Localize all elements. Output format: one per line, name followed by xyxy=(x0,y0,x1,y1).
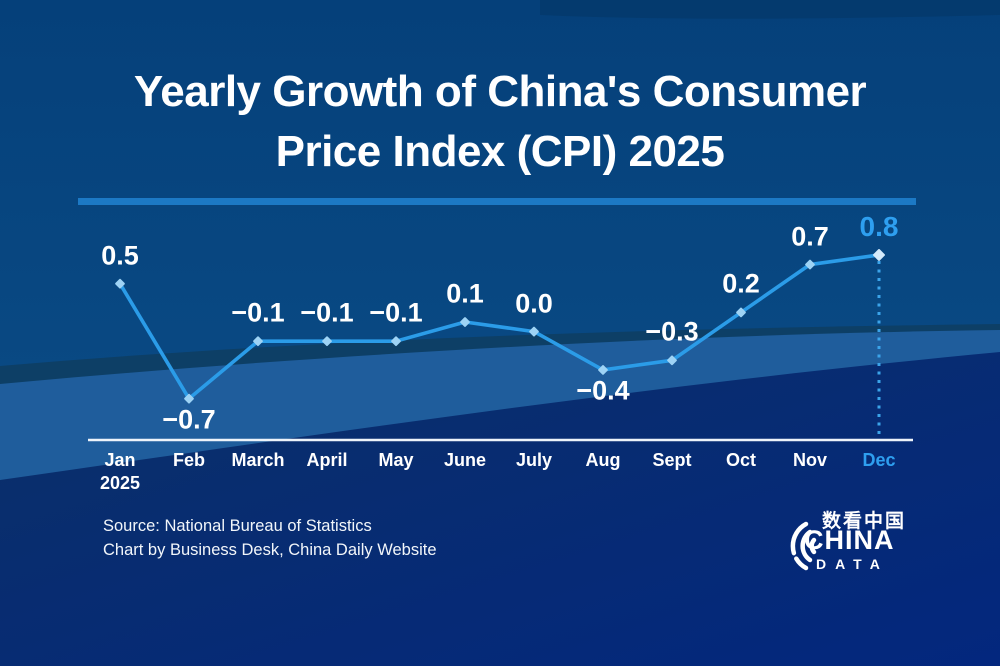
data-point-marker-may xyxy=(391,336,401,347)
page-title: Yearly Growth of China's Consumer Price … xyxy=(0,62,1000,182)
x-tick-label-sept: Sept xyxy=(652,450,692,470)
x-tick-label-may: May xyxy=(378,450,414,470)
data-point-marker-aug xyxy=(598,365,608,375)
logo-signal-arcs-icon xyxy=(790,521,817,571)
data-label-may: −0.1 xyxy=(369,297,423,328)
data-label-july: 0.0 xyxy=(515,288,553,319)
data-point-marker-june xyxy=(460,317,470,327)
logo-chinese-text: 数看中国 xyxy=(822,511,907,532)
x-tick-label-oct: Oct xyxy=(725,450,757,470)
logo-data-text: DATA xyxy=(816,556,889,572)
data-label-nov: 0.7 xyxy=(791,221,829,252)
top-band-shape xyxy=(540,0,1000,19)
cpi-data-line xyxy=(118,253,881,401)
x-tick-label-march: March xyxy=(231,450,285,470)
data-point-marker-nov xyxy=(805,259,815,270)
x-tick-label-nov: Nov xyxy=(792,450,828,470)
data-label-april: −0.1 xyxy=(300,297,354,328)
x-tick-label-feb: Feb xyxy=(172,450,206,470)
data-label-dec: 0.8 xyxy=(859,210,899,242)
data-label-june: 0.1 xyxy=(446,278,484,309)
data-label-feb: −0.7 xyxy=(162,404,216,435)
data-label-jan: 0.5 xyxy=(101,240,139,271)
x-tick-label-jan: Jan 2025 xyxy=(99,450,141,493)
source-line: Source: National Bureau of Statistics xyxy=(103,517,372,535)
data-label-march: −0.1 xyxy=(231,297,285,328)
data-point-marker-march xyxy=(253,336,263,347)
band-navy-shape xyxy=(0,352,1000,666)
source-credit: Source: National Bureau of Statistics Ch… xyxy=(103,514,437,562)
credit-line: Chart by Business Desk, China Daily Webs… xyxy=(103,541,437,559)
data-point-marker-dec xyxy=(873,249,885,261)
data-label-oct: 0.2 xyxy=(722,268,760,299)
data-point-marker-sept xyxy=(667,355,677,366)
x-tick-label-aug: Aug xyxy=(585,450,621,470)
page-title-line1: Yearly Growth of China's Consumer xyxy=(133,67,867,116)
data-label-aug: −0.4 xyxy=(576,375,630,406)
x-tick-label-july: July xyxy=(515,450,553,470)
x-tick-label-june: June xyxy=(443,450,487,470)
data-point-marker-feb xyxy=(184,393,194,404)
data-point-marker-july xyxy=(529,326,539,337)
data-point-marker-april xyxy=(322,336,332,347)
data-point-marker-jan xyxy=(115,278,125,289)
title-divider-bar xyxy=(78,198,916,205)
x-tick-year-label: 2025 xyxy=(99,473,141,493)
logo-china-text: CHINA xyxy=(804,525,895,555)
china-data-logo: 数看中国 CHINA DATA xyxy=(780,504,920,580)
x-tick-label-april: April xyxy=(306,450,348,470)
data-label-sept: −0.3 xyxy=(645,316,699,347)
x-tick-label-dec: Dec xyxy=(862,450,896,470)
data-point-marker-oct xyxy=(736,307,746,318)
page-title-line2: Price Index (CPI) 2025 xyxy=(275,127,725,176)
